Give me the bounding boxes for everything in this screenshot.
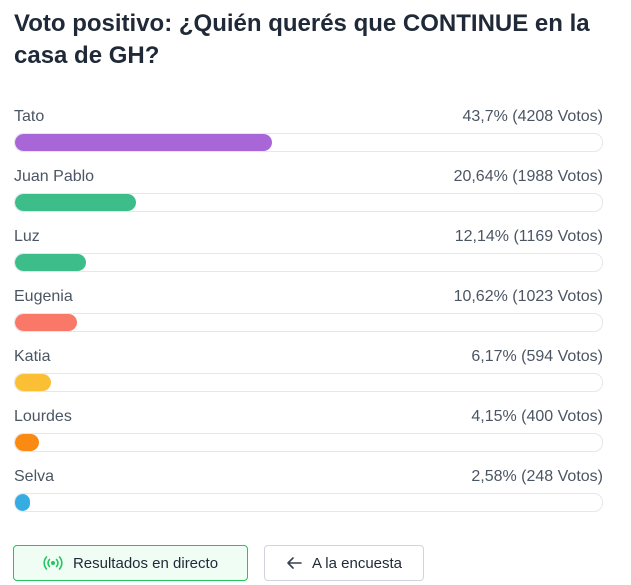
progress-fill (15, 434, 40, 451)
progress-fill (15, 194, 137, 211)
option-stats: 20,64% (1988 Votos) (453, 168, 603, 185)
back-to-poll-label: A la encuesta (311, 554, 403, 572)
option-stats: 6,17% (594 Votos) (471, 348, 603, 365)
option-name: Lourdes (14, 408, 72, 425)
poll-option-selva: Selva 2,58% (248 Votos) (14, 466, 603, 526)
option-name: Eugenia (14, 288, 73, 305)
poll-option-tato: Tato 43,7% (4208 Votos) (14, 106, 603, 166)
poll-option-katia: Katia 6,17% (594 Votos) (14, 346, 603, 406)
option-stats: 10,62% (1023 Votos) (453, 288, 603, 305)
option-name: Tato (14, 108, 45, 125)
back-to-poll-button[interactable]: A la encuesta (264, 545, 424, 581)
poll-actions: Resultados en directo A la encuesta (13, 545, 424, 581)
option-stats: 2,58% (248 Votos) (471, 468, 603, 485)
live-results-button[interactable]: Resultados en directo (13, 545, 248, 581)
progress-track (14, 193, 603, 212)
option-name: Katia (14, 348, 51, 365)
progress-track (14, 253, 603, 272)
progress-fill (15, 314, 78, 331)
option-name: Selva (14, 468, 55, 485)
poll-option-lourdes: Lourdes 4,15% (400 Votos) (14, 406, 603, 466)
live-broadcast-icon (43, 555, 63, 571)
progress-track (14, 133, 603, 152)
poll-title: Voto positivo: ¿Quién querés que CONTINU… (14, 10, 590, 69)
poll-option-eugenia: Eugenia 10,62% (1023 Votos) (14, 286, 603, 346)
poll-option-juan-pablo: Juan Pablo 20,64% (1988 Votos) (14, 166, 603, 226)
progress-track (14, 493, 603, 512)
poll-options: Tato 43,7% (4208 Votos) Juan Pablo 20,64… (14, 106, 603, 526)
progress-track (14, 313, 603, 332)
option-name: Juan Pablo (14, 168, 95, 185)
arrow-left-icon (286, 556, 302, 570)
option-name: Luz (14, 228, 40, 245)
live-results-label: Resultados en directo (72, 554, 219, 572)
progress-fill (15, 374, 52, 391)
option-stats: 4,15% (400 Votos) (471, 408, 603, 425)
progress-fill (15, 494, 31, 511)
option-stats: 43,7% (4208 Votos) (462, 108, 603, 125)
progress-track (14, 433, 603, 452)
progress-track (14, 373, 603, 392)
progress-fill (15, 134, 272, 151)
poll-option-luz: Luz 12,14% (1169 Votos) (14, 226, 603, 286)
option-stats: 12,14% (1169 Votos) (454, 228, 603, 245)
progress-fill (15, 254, 87, 271)
